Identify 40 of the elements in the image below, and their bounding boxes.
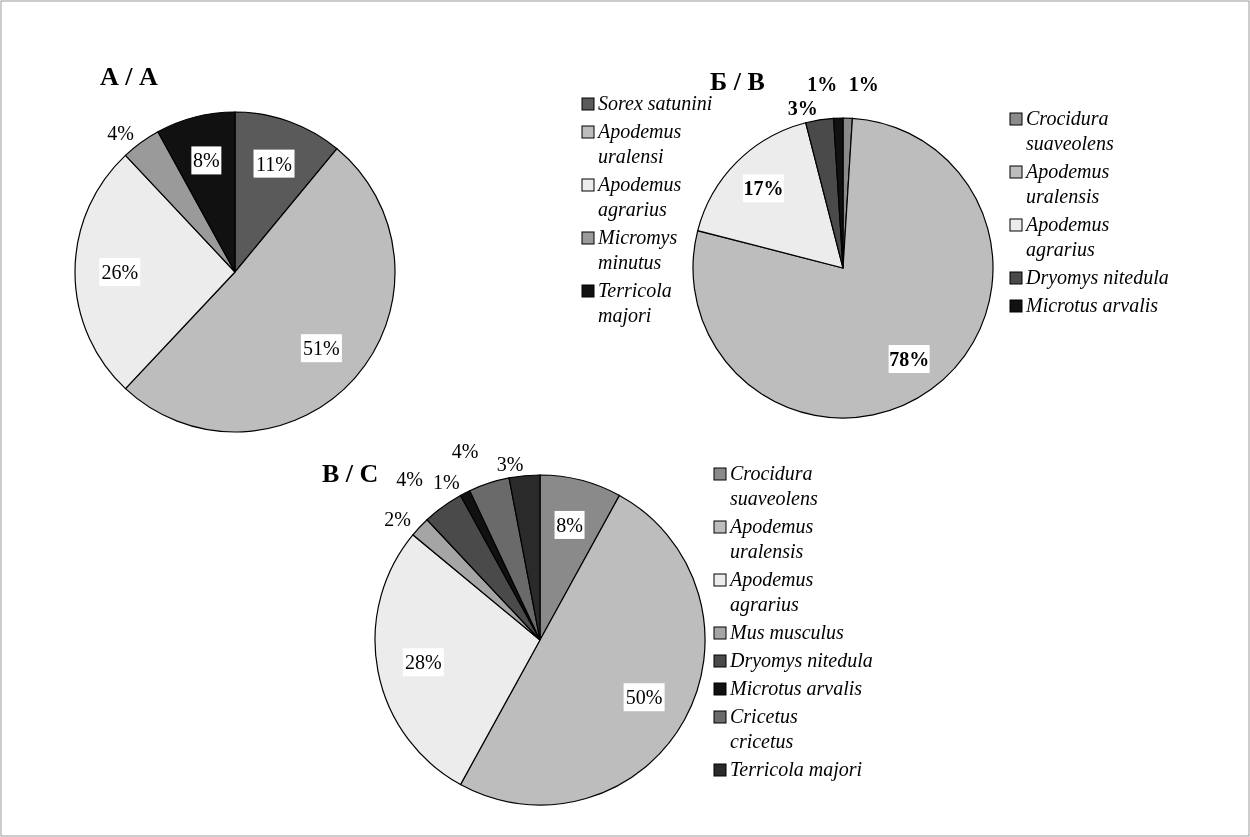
legend-label: Crocidura suaveolens bbox=[730, 462, 818, 509]
legend-label: Apodemus agrarius bbox=[596, 173, 682, 221]
legend-label: Terricola majori bbox=[730, 758, 863, 781]
data-label: 1% bbox=[807, 73, 838, 96]
legend-label: Apodemus agrarius bbox=[728, 568, 814, 616]
data-label: 4% bbox=[451, 439, 479, 462]
chart-title: А / A bbox=[100, 62, 158, 91]
legend-label: Crocidura suaveolens bbox=[1026, 107, 1114, 154]
data-label: 17% bbox=[743, 177, 784, 200]
data-label: 2% bbox=[384, 507, 411, 530]
legend-label: Apodemus uralensi bbox=[596, 120, 682, 167]
data-label: 28% bbox=[404, 651, 442, 674]
legend-label: Apodemus agrarius bbox=[1024, 213, 1110, 261]
legend-label: Microtus arvalis bbox=[729, 677, 863, 699]
legend-label: Apodemus uralensis bbox=[728, 515, 814, 562]
legend-label: Dryomys nitedula bbox=[729, 649, 873, 672]
data-label: 3% bbox=[787, 96, 818, 119]
data-label: 3% bbox=[496, 452, 524, 475]
chart-title: Б / B bbox=[710, 67, 765, 96]
legend-label: Sorex satunini bbox=[598, 92, 713, 114]
data-label: 4% bbox=[396, 468, 424, 491]
legend-label: Cricetus cricetus bbox=[730, 705, 798, 752]
legend-label: Dryomys nitedula bbox=[1025, 266, 1169, 289]
data-label: 11% bbox=[256, 152, 292, 175]
data-label: 51% bbox=[303, 337, 340, 360]
data-label: 8% bbox=[556, 513, 583, 536]
text: В / C bbox=[322, 459, 379, 488]
legend-label: Micromys minutus bbox=[597, 226, 678, 273]
data-label: 8% bbox=[193, 149, 220, 172]
legend-label: Microtus arvalis bbox=[1025, 294, 1159, 316]
legend-label: Apodemus uralensis bbox=[1024, 160, 1110, 207]
legend-label: Terricola majori bbox=[598, 279, 672, 327]
data-label: 1% bbox=[848, 73, 879, 96]
data-label: 78% bbox=[889, 348, 930, 371]
data-label: 50% bbox=[625, 686, 663, 709]
data-label: 4% bbox=[107, 121, 134, 144]
legend-label: Mus musculus bbox=[729, 621, 845, 643]
pie-slice bbox=[692, 117, 994, 419]
data-label: 1% bbox=[432, 471, 460, 494]
data-label: 26% bbox=[101, 261, 139, 283]
